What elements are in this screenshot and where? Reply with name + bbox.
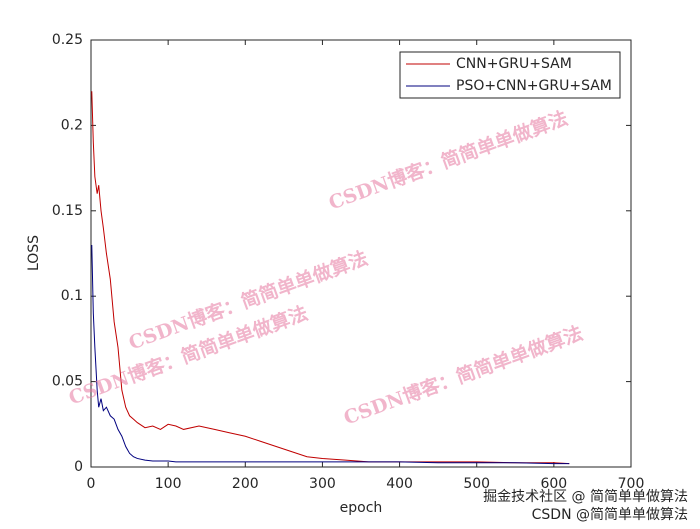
x-tick-label: 200 — [232, 476, 259, 492]
x-axis-label: epoch — [340, 500, 383, 516]
plot-frame — [90, 39, 632, 468]
x-tick-label: 0 — [87, 476, 96, 492]
y-axis-label: LOSS — [26, 235, 42, 271]
x-tick-label: 100 — [155, 476, 182, 492]
series-line — [91, 91, 570, 465]
legend-box — [399, 51, 621, 99]
legend-label: PSO+CNN+GRU+SAM — [456, 78, 612, 94]
footer-watermark: 掘金技术社区 @ 简简单单做算法 — [483, 488, 688, 505]
x-tick-label: 300 — [309, 476, 336, 492]
x-tick-label: 700 — [618, 476, 645, 492]
legend-label: CNN+GRU+SAM — [456, 56, 572, 72]
footer-watermark: CSDN @简简单单做算法 — [532, 506, 688, 523]
y-tick-label: 0.05 — [52, 374, 83, 390]
y-tick-label: 0.15 — [52, 203, 83, 219]
x-tick-label: 500 — [463, 476, 490, 492]
y-tick-label: 0.25 — [52, 32, 83, 48]
y-tick-label: 0.1 — [61, 288, 83, 304]
x-tick-label: 400 — [386, 476, 413, 492]
x-tick-label: 600 — [540, 476, 567, 492]
series-line — [91, 244, 570, 465]
y-tick-label: 0 — [74, 459, 83, 475]
y-tick-label: 0.2 — [61, 117, 83, 133]
